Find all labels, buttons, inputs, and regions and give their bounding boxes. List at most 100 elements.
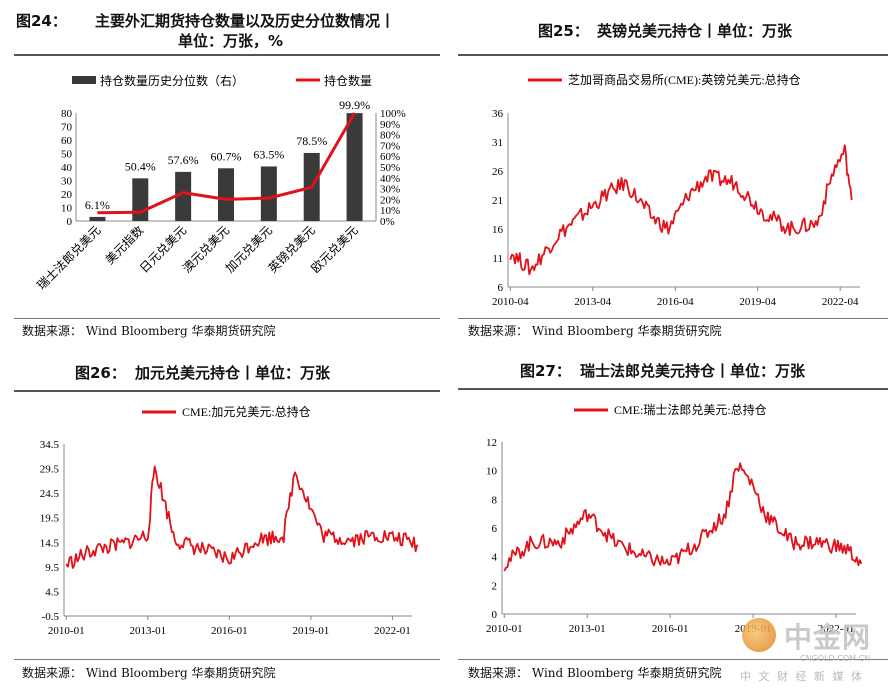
right-tick-label: 80%: [380, 130, 400, 142]
y-tick-label: 21: [492, 195, 503, 207]
y-tick-label: 34.5: [40, 439, 60, 451]
y-tick-label: 26: [492, 166, 504, 178]
left-tick-label: 10: [61, 203, 73, 215]
right-tick-label: 50%: [380, 162, 400, 174]
x-tick-label: 2013-01: [569, 623, 606, 635]
y-tick-label: 6: [492, 523, 498, 535]
watermark-sub: 中 文 财 经 新 媒 体: [740, 670, 864, 683]
fig26-title-num: 图26：: [75, 364, 126, 382]
legend-line-label: 持仓数量: [324, 73, 372, 88]
y-tick-label: 11: [492, 253, 503, 265]
fig26-title: 加元兑美元持仓丨单位：万张: [135, 364, 331, 382]
left-tick-label: 80: [61, 108, 73, 120]
fig26-source-rule: [14, 659, 440, 660]
bar-data-label: 99.9%: [339, 98, 370, 112]
legend-label: 芝加哥商品交易所(CME):英镑兑美元:总持仓: [568, 72, 801, 87]
x-tick-label: 2010-04: [492, 296, 529, 308]
left-tick-label: 70: [61, 122, 73, 134]
y-tick-label: 6: [498, 282, 504, 294]
legend-bar-swatch: [72, 76, 96, 84]
watermark-logo-icon: [742, 618, 776, 652]
left-tick-label: 30: [61, 176, 73, 188]
bar-data-label: 50.4%: [125, 159, 156, 173]
y-tick-label: 16: [492, 224, 504, 236]
y-tick-label: 31: [492, 137, 503, 149]
right-tick-label: 40%: [380, 173, 400, 185]
fig25-chart: 芝加哥商品交易所(CME):英镑兑美元:总持仓 6 11 16 21 26 31 36 2010…: [492, 72, 860, 308]
x-tick-label: 2013-04: [574, 296, 611, 308]
y-tick-label: 24.5: [40, 488, 60, 500]
fig24-source: 数据来源： Wind Bloomberg 华泰期货研究院: [22, 324, 276, 338]
right-tick-label: 100%: [380, 108, 406, 120]
right-tick-label: 30%: [380, 184, 400, 196]
x-tick-label: 2022-01: [374, 625, 411, 637]
x-tick-label: 2010-01: [486, 623, 523, 635]
y-tick-label: 0: [492, 609, 498, 621]
left-tick-label: 40: [61, 162, 73, 174]
x-tick-label: 2016-04: [657, 296, 694, 308]
bar-data-label: 60.7%: [211, 149, 242, 163]
fig24-title-rule: [14, 54, 440, 56]
bar-data-label: 78.5%: [296, 134, 327, 148]
fig27-source-rule: [458, 659, 888, 660]
x-tick-label: 2010-01: [48, 625, 85, 637]
watermark-url: CNGOLD.COM.CN: [800, 654, 871, 663]
series-line: [65, 465, 419, 569]
bar: [346, 113, 363, 221]
y-tick-label: 9.5: [45, 562, 59, 574]
right-tick-label: 20%: [380, 194, 400, 206]
fig27-title-num: 图27：: [520, 362, 571, 380]
series-line: [509, 144, 853, 276]
y-tick-label: 2: [492, 580, 498, 592]
series-line: [503, 462, 863, 572]
right-tick-label: 10%: [380, 205, 400, 217]
fig25-title: 英镑兑美元持仓丨单位：万张: [597, 22, 793, 40]
watermark-main: 中金网: [784, 621, 872, 654]
x-tick-label: 2022-01: [818, 623, 855, 635]
series-line: [97, 112, 356, 215]
category-label: 美元指数: [102, 223, 147, 268]
y-tick-label: 36: [492, 108, 504, 120]
fig24-title-num: 图24：: [16, 12, 67, 30]
bar-data-label: 6.1%: [85, 198, 110, 212]
left-tick-label: 20: [61, 189, 73, 201]
y-tick-label: 14.5: [40, 537, 60, 549]
fig24-source-rule: [14, 318, 440, 319]
right-tick-label: 0%: [380, 216, 395, 228]
bar-data-label: 57.6%: [168, 153, 199, 167]
left-tick-label: 60: [61, 135, 73, 147]
y-tick-label: 10: [486, 466, 498, 478]
y-tick-label: 29.5: [40, 464, 60, 476]
fig27-title: 瑞士法郎兑美元持仓丨单位：万张: [580, 362, 806, 380]
y-tick-label: -0.5: [42, 611, 60, 623]
fig24-title-line1: 主要外汇期货持仓数量以及历史分位数情况丨: [95, 12, 396, 30]
legend-label: CME:加元兑美元:总持仓: [182, 404, 311, 419]
fig27-title-rule: [458, 388, 888, 390]
y-tick-label: 19.5: [40, 513, 60, 525]
category-label: 瑞士法郎兑美元: [34, 223, 103, 292]
left-tick-label: 50: [61, 149, 73, 161]
fig26-title-rule: [14, 390, 440, 392]
fig26-chart: CME:加元兑美元:总持仓 -0.5 4.5 9.5 14.5 19.5 24.5 29.5 3…: [40, 404, 419, 637]
bar: [89, 216, 106, 221]
fig25-title-rule: [458, 54, 888, 56]
fig24-title-line2: 单位：万张，%: [178, 32, 284, 50]
left-tick-label: 0: [67, 216, 73, 228]
y-tick-label: 12: [486, 437, 497, 449]
fig26-source: 数据来源： Wind Bloomberg 华泰期货研究院: [22, 666, 276, 680]
x-tick-label: 2019-04: [739, 296, 776, 308]
category-label: 欧元兑美元: [308, 223, 360, 275]
right-tick-label: 60%: [380, 151, 400, 163]
fig27-chart: CME:瑞士法郎兑美元:总持仓 0 2 4 6 8 10 12 2010-01 2013-01 20…: [486, 402, 863, 635]
x-tick-label: 2019-01: [293, 625, 330, 637]
bar: [132, 178, 149, 221]
fig25-source: 数据来源： Wind Bloomberg 华泰期货研究院: [468, 324, 722, 338]
x-tick-label: 2016-01: [211, 625, 248, 637]
fig27-source: 数据来源： Wind Bloomberg 华泰期货研究院: [468, 666, 722, 680]
y-tick-label: 8: [492, 494, 498, 506]
bar: [175, 171, 192, 221]
bar: [218, 168, 234, 221]
y-tick-label: 4: [492, 552, 498, 564]
x-tick-label: 2016-01: [652, 623, 689, 635]
